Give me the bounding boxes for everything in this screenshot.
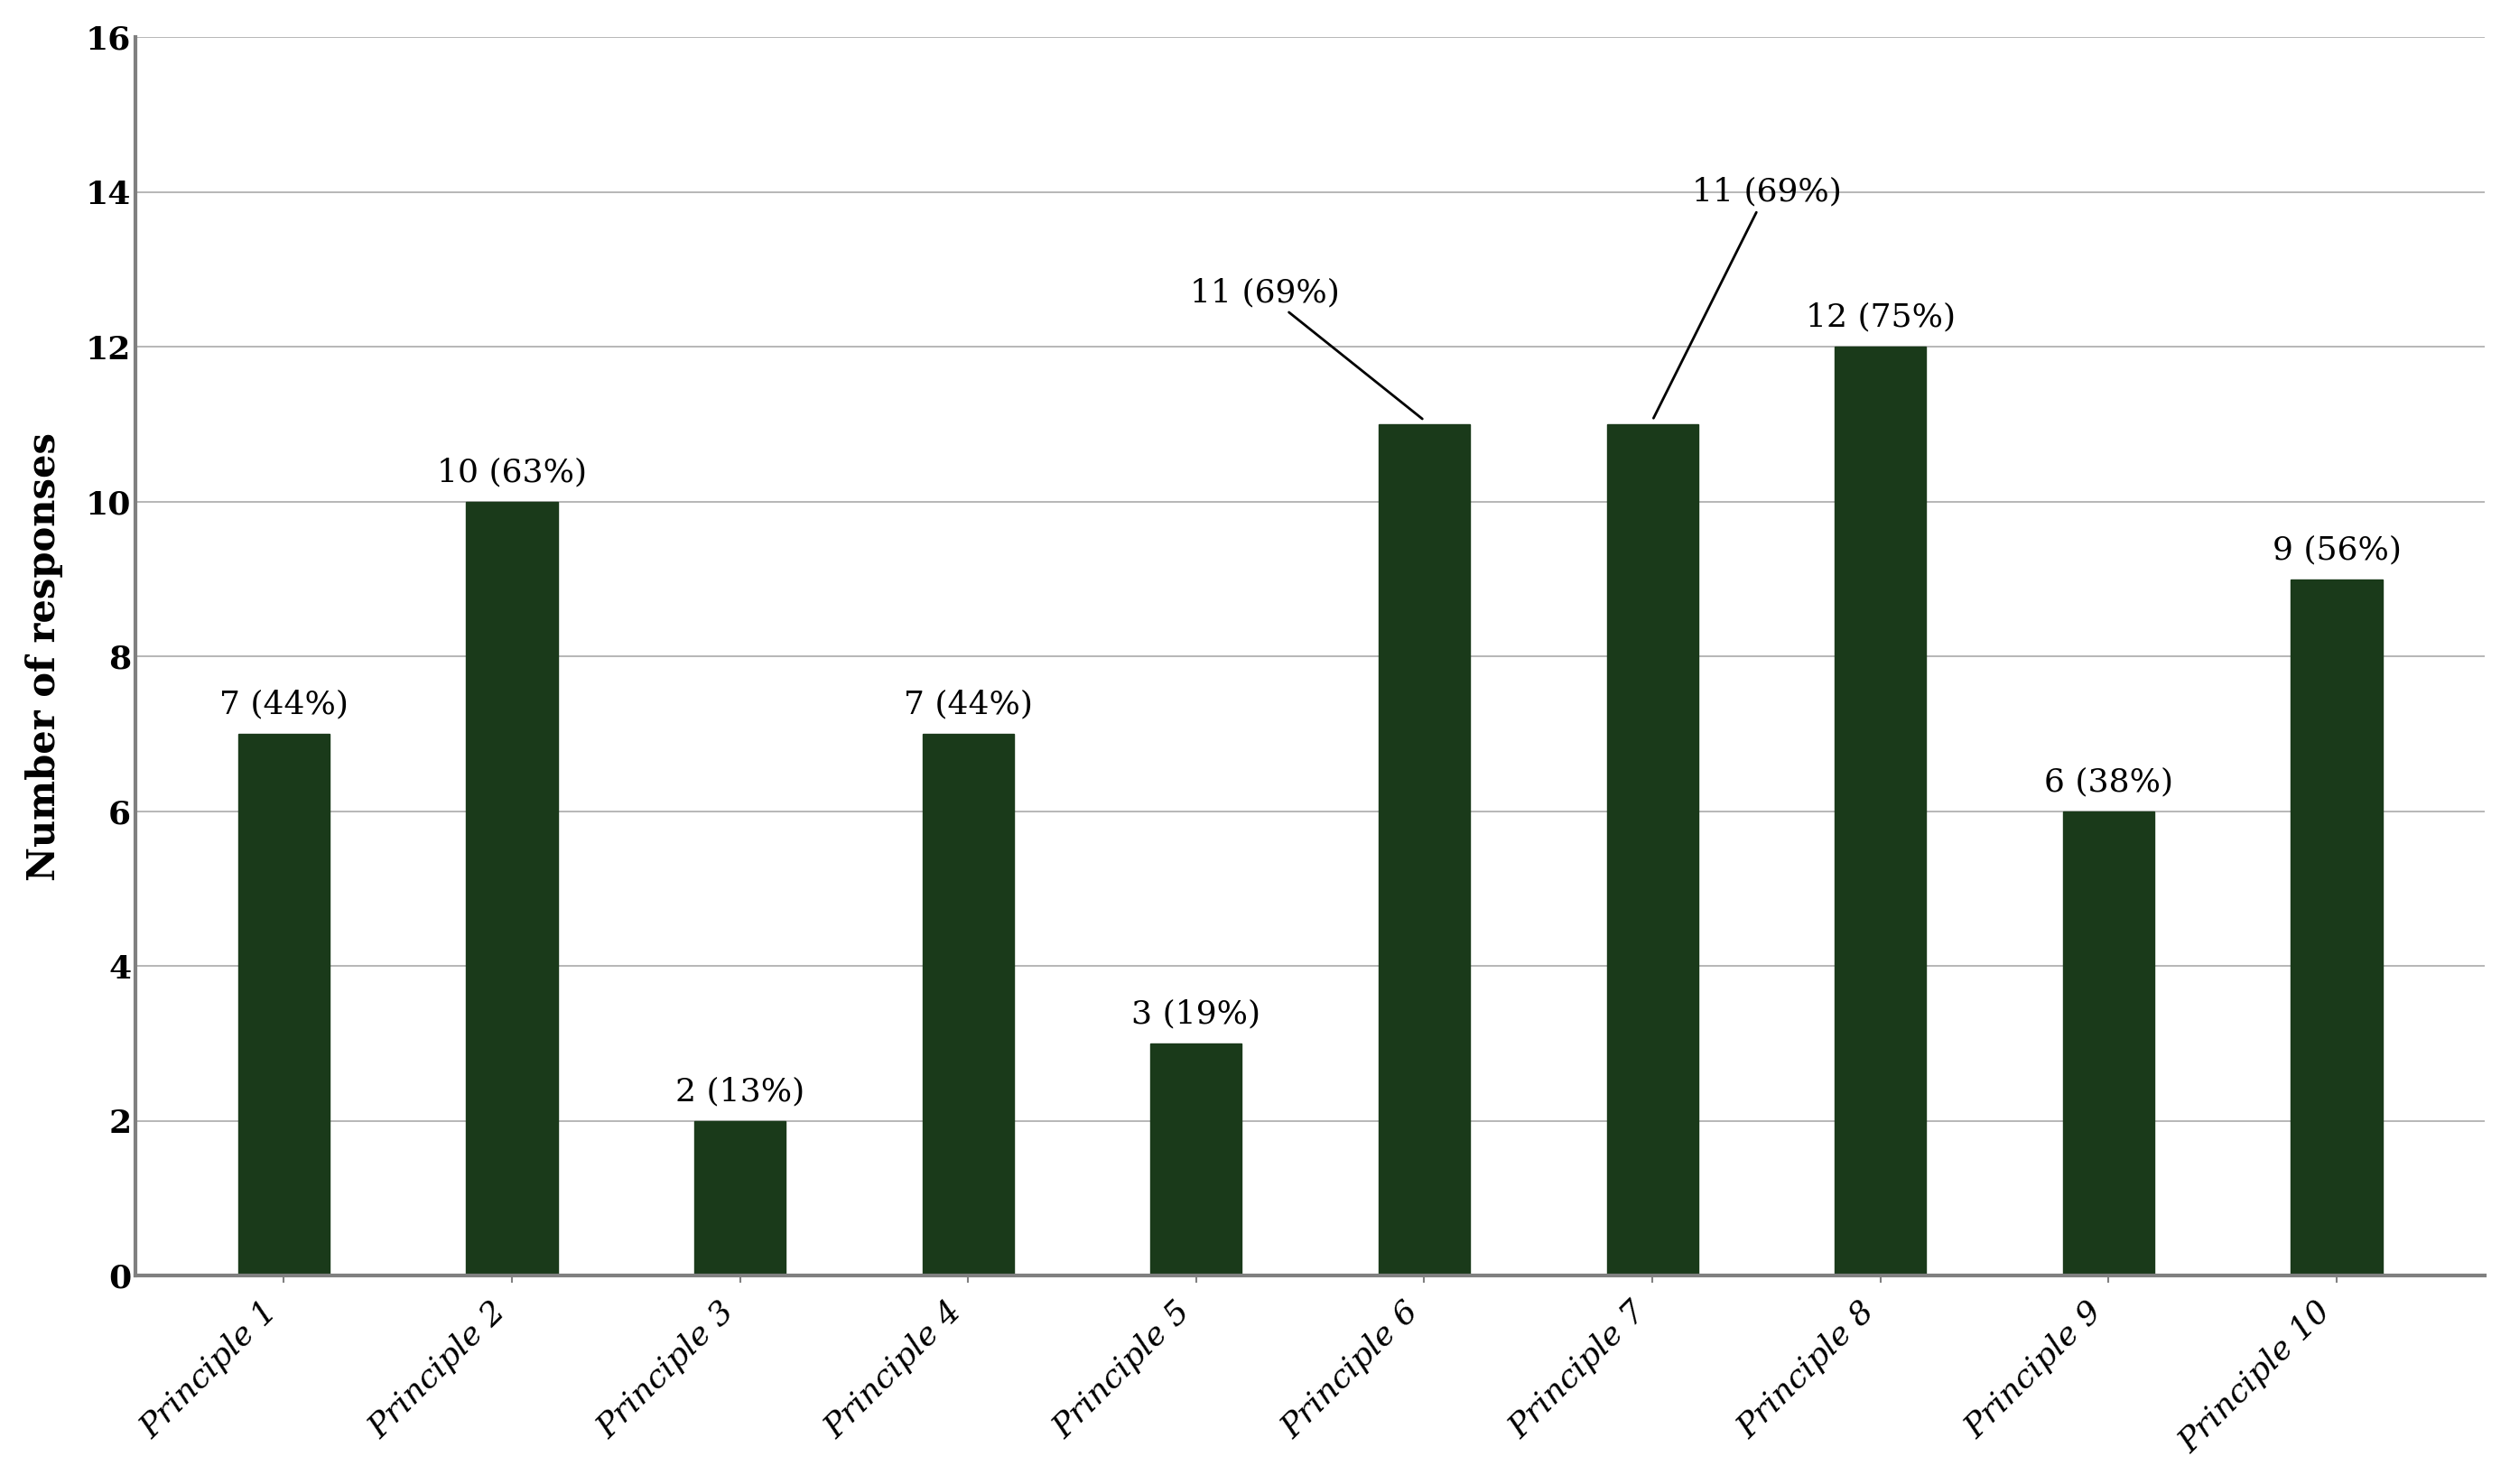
Bar [238,735,329,1276]
Text: 2 (13%): 2 (13%) [675,1076,806,1107]
Text: 7 (44%): 7 (44%) [218,689,349,720]
Text: 9 (56%): 9 (56%) [2272,534,2402,565]
Text: 6 (38%): 6 (38%) [2043,767,2174,797]
Bar [2292,579,2382,1276]
Bar [1835,347,1925,1276]
Bar [1606,424,1697,1276]
Bar [924,735,1014,1276]
Bar [467,502,557,1276]
Text: 7 (44%): 7 (44%) [904,689,1032,720]
Bar [1378,424,1471,1276]
Text: 10 (63%): 10 (63%) [437,457,587,488]
Text: 3 (19%): 3 (19%) [1132,999,1260,1030]
Bar [2063,812,2154,1276]
Text: 11 (69%): 11 (69%) [1190,278,1423,418]
Bar [1150,1043,1242,1276]
Y-axis label: Number of responses: Number of responses [25,432,63,881]
Text: 11 (69%): 11 (69%) [1654,177,1842,418]
Text: 12 (75%): 12 (75%) [1805,303,1955,332]
Bar [695,1120,786,1276]
